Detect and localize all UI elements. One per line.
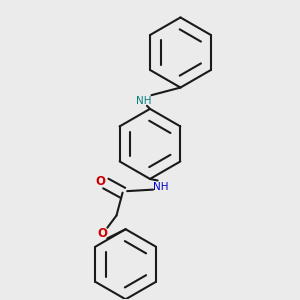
Text: NH: NH: [136, 96, 152, 106]
Text: NH: NH: [153, 182, 168, 192]
Text: O: O: [95, 175, 105, 188]
Text: O: O: [98, 227, 108, 240]
